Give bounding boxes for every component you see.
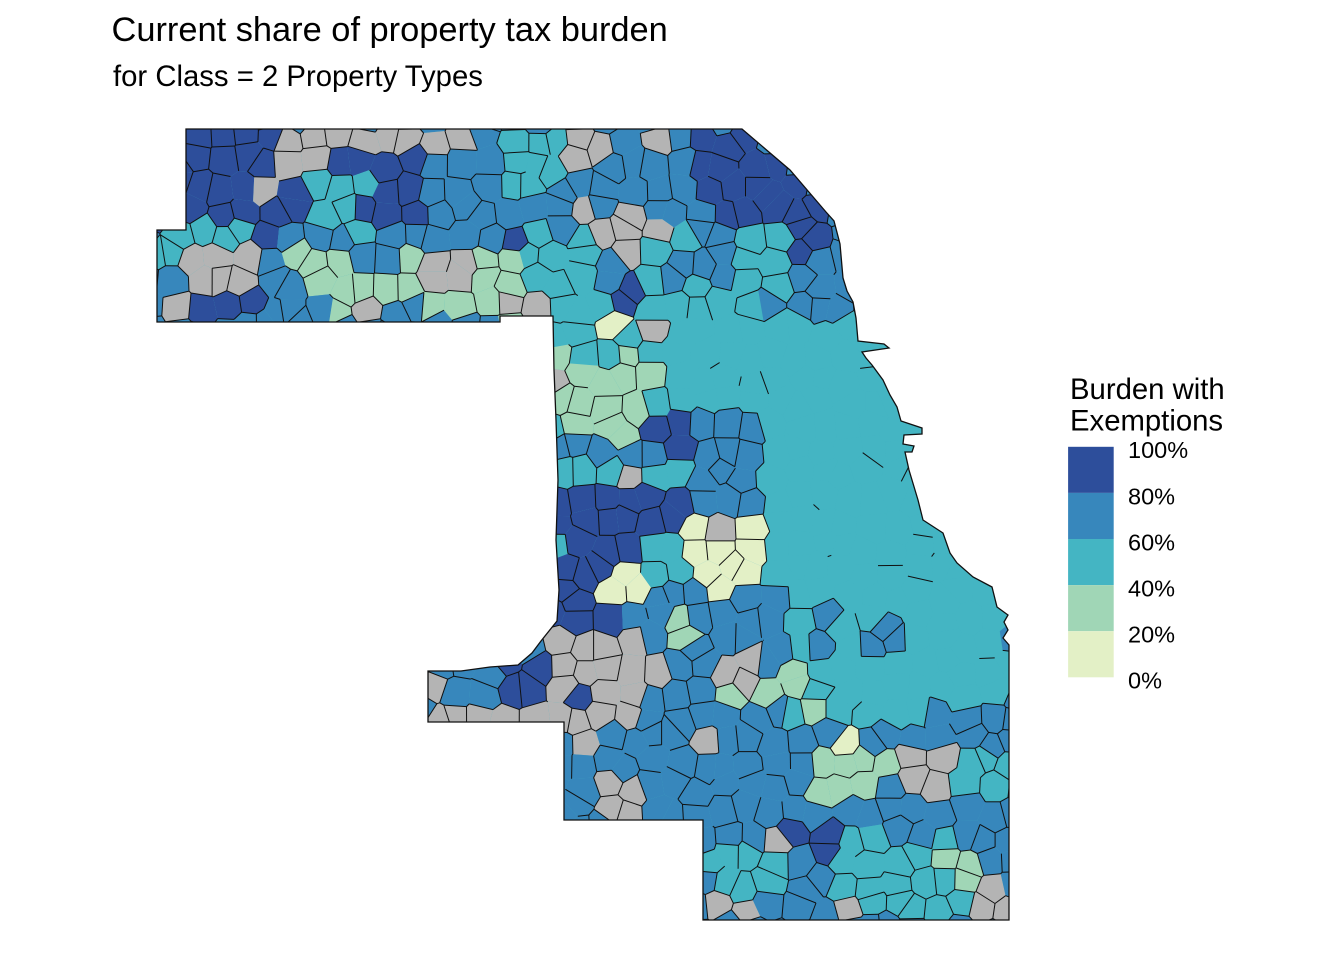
svg-text:20%: 20% [1128, 622, 1175, 648]
svg-text:60%: 60% [1128, 529, 1175, 555]
svg-text:80%: 80% [1128, 483, 1175, 509]
svg-text:100%: 100% [1128, 437, 1188, 463]
svg-text:40%: 40% [1128, 576, 1175, 602]
svg-text:Current share of property tax: Current share of property tax burden [112, 11, 668, 49]
svg-text:0%: 0% [1128, 668, 1162, 694]
svg-text:Exemptions: Exemptions [1070, 405, 1223, 438]
svg-text:Burden with: Burden with [1070, 373, 1225, 406]
svg-text:for Class = 2 Property Types: for Class = 2 Property Types [113, 60, 483, 93]
